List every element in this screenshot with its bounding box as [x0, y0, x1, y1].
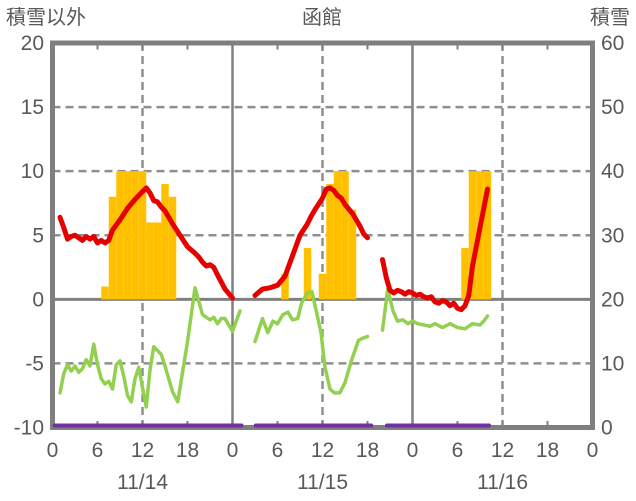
left-axis-tick-label: 20 [21, 32, 44, 55]
hour-tick-label: 12 [131, 439, 154, 462]
hour-tick-label: 0 [227, 439, 239, 462]
precip-bar [108, 196, 117, 300]
station-title: 函館 [302, 6, 342, 29]
right-axis-tick-label: 50 [601, 96, 624, 119]
hour-tick-label: 6 [92, 439, 104, 462]
red-line-segment [380, 186, 490, 313]
precip-bar [341, 171, 349, 300]
right-axis-tick-label: 40 [601, 160, 624, 183]
precip-bar [303, 248, 312, 300]
left-axis-tick-label: -5 [25, 352, 44, 375]
left-axis-title: 積雪以外 [6, 6, 86, 29]
precip-bar [468, 171, 477, 300]
green-line-segment [253, 289, 370, 395]
precip-bar [116, 171, 124, 300]
precip-bar [326, 183, 334, 300]
hour-tick-label: 18 [356, 439, 379, 462]
right-axis-tick-label: 30 [601, 224, 624, 247]
right-axis-title: 積雪 [590, 6, 630, 29]
left-axis-tick-label: -10 [14, 417, 44, 440]
precip-bar [348, 209, 357, 300]
left-axis-tick-label: 10 [21, 160, 44, 183]
precip-bar [153, 222, 162, 300]
precip-bar [101, 286, 109, 300]
hour-tick-label: 18 [536, 439, 559, 462]
precip-bar [318, 273, 327, 300]
left-axis-tick-label: 0 [32, 288, 44, 311]
hour-tick-label: 0 [587, 439, 599, 462]
hour-tick-label: 6 [272, 439, 284, 462]
right-axis-tick-label: 60 [601, 32, 624, 55]
date-label: 11/16 [477, 471, 528, 494]
hour-tick-label: 18 [176, 439, 199, 462]
precip-bar [281, 273, 289, 300]
green-line-segment [380, 287, 490, 332]
hour-tick-label: 6 [452, 439, 464, 462]
precip-bar [483, 171, 492, 300]
red-line-segment [57, 185, 235, 301]
precip-bar [333, 171, 342, 300]
date-label: 11/15 [297, 471, 348, 494]
date-label: 11/14 [117, 471, 168, 494]
right-axis-tick-label: 0 [601, 417, 613, 440]
hour-tick-label: 0 [407, 439, 419, 462]
precip-bar [168, 196, 177, 300]
right-axis-tick-label: 10 [601, 352, 624, 375]
precip-bar [123, 171, 132, 300]
precip-bar [138, 171, 147, 300]
hour-tick-label: 0 [47, 439, 59, 462]
precip-bar [131, 171, 139, 300]
precip-bar [161, 183, 169, 300]
precip-bar [461, 248, 469, 300]
red-line-segment [252, 185, 370, 298]
hour-tick-label: 12 [491, 439, 514, 462]
precip-bar [146, 222, 154, 300]
right-axis-tick-label: 20 [601, 288, 624, 311]
green-line-segment [58, 286, 242, 409]
left-axis-tick-label: 5 [32, 224, 44, 247]
hour-tick-label: 12 [311, 439, 334, 462]
left-axis-tick-label: 15 [21, 96, 44, 119]
